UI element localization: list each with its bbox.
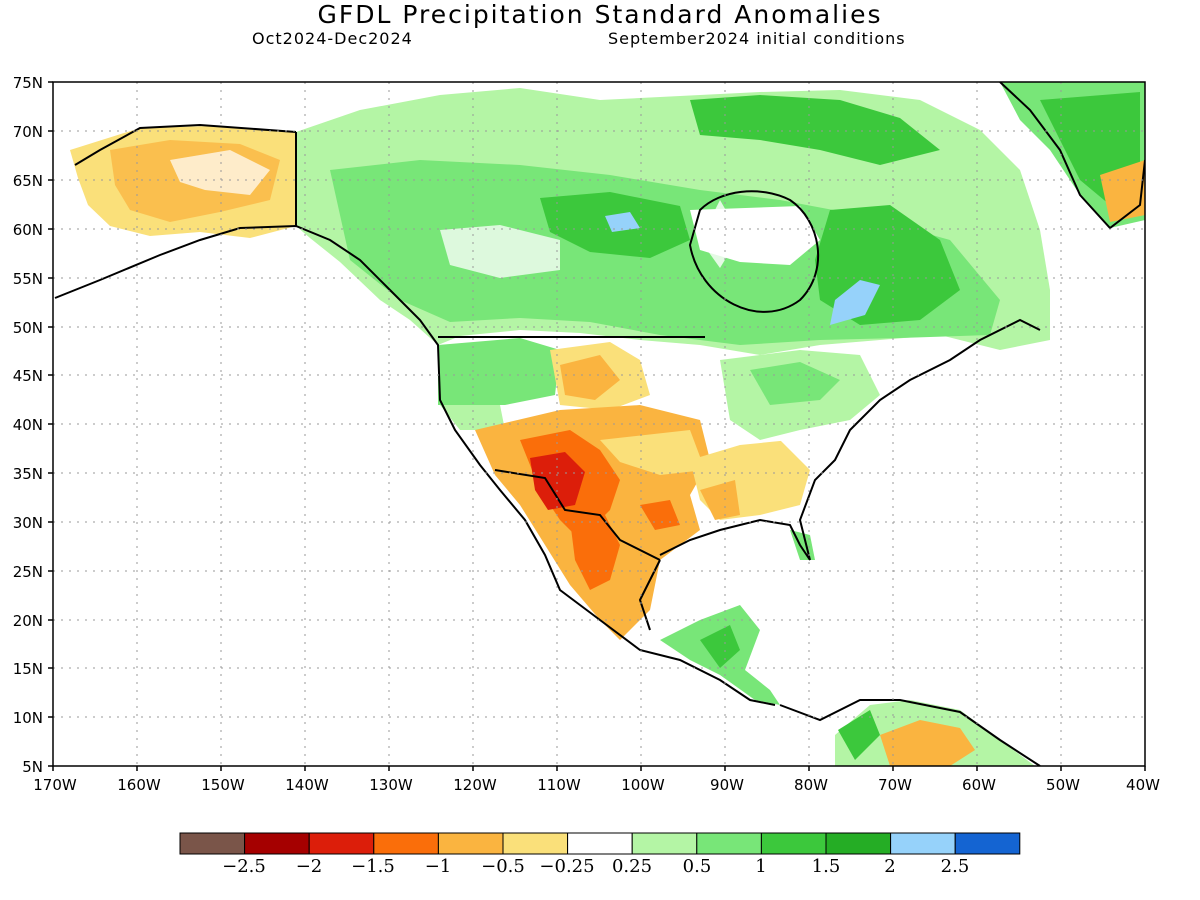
colorbar-label: 1.5 <box>812 856 841 877</box>
lat-tick-label: 25N <box>13 563 43 581</box>
lon-tick-label: 60W <box>962 776 996 794</box>
greenland-dry <box>1100 160 1145 222</box>
colorbar-label: 2 <box>884 856 895 877</box>
lat-tick-label: 5N <box>22 758 43 776</box>
lat-labels: 75N 70N 65N 60N 55N 50N 45N 40N 35N 30N … <box>13 74 43 776</box>
colorbar-label: −2.5 <box>222 856 266 877</box>
colorbar-swatch <box>631 832 698 855</box>
lat-tick-label: 55N <box>13 270 43 288</box>
venezuela-dry <box>880 720 975 766</box>
lon-tick-label: 170W <box>33 776 77 794</box>
colorbar-swatch <box>567 832 633 855</box>
lon-tick-label: 120W <box>453 776 497 794</box>
lat-tick-label: 50N <box>13 319 43 337</box>
colorbar-swatch <box>308 832 375 855</box>
lat-tick-label: 70N <box>13 123 43 141</box>
lat-tick-label: 10N <box>13 709 43 727</box>
lat-tick-label: 75N <box>13 74 43 92</box>
colorbar-swatch <box>373 832 439 855</box>
lat-tick-label: 60N <box>13 221 43 239</box>
lon-tick-label: 110W <box>537 776 581 794</box>
anomaly-field <box>70 82 1145 766</box>
lon-tick-label: 90W <box>710 776 744 794</box>
lat-tick-label: 45N <box>13 367 43 385</box>
colorbar-label: 1 <box>755 856 766 877</box>
colorbar-labels: −2.5 −2 −1.5 −1 −0.5 −0.25 0.25 0.5 1 1.… <box>222 856 969 877</box>
colorbar-swatch <box>825 832 892 855</box>
colorbar-label: −1 <box>425 856 452 877</box>
colorbar-swatch <box>954 832 1021 855</box>
lon-tick-label: 50W <box>1046 776 1080 794</box>
lon-tick-label: 130W <box>369 776 413 794</box>
lon-tick-label: 160W <box>117 776 161 794</box>
arizona-newmexico-core <box>530 452 585 510</box>
colorbar-swatch <box>179 832 246 855</box>
colorbar-label: 0.5 <box>683 856 712 877</box>
lon-tick-label: 70W <box>878 776 912 794</box>
colorbar-swatch <box>696 832 762 855</box>
lat-tick-label: 35N <box>13 465 43 483</box>
colorbar-label: −1.5 <box>351 856 395 877</box>
lon-tick-label: 150W <box>201 776 245 794</box>
coastlines <box>54 82 1145 766</box>
colorbar-swatch <box>244 832 310 855</box>
tick-marks <box>48 81 1146 771</box>
colorbar-label: −0.25 <box>539 856 594 877</box>
colorbar-swatch <box>502 832 569 855</box>
lat-tick-label: 65N <box>13 172 43 190</box>
gridlines <box>53 82 1145 766</box>
initial-conditions: September2024 initial conditions <box>608 29 906 48</box>
colorbar-swatch <box>760 832 827 855</box>
colorbar-label: 0.25 <box>612 856 652 877</box>
lat-tick-label: 15N <box>13 660 43 678</box>
colorbar <box>179 832 1021 855</box>
map-title: GFDL Precipitation Standard Anomalies <box>317 0 883 29</box>
lon-tick-label: 40W <box>1126 776 1160 794</box>
lon-tick-label: 80W <box>794 776 828 794</box>
lat-tick-label: 20N <box>13 612 43 630</box>
colorbar-label: 2.5 <box>941 856 970 877</box>
lon-tick-label: 100W <box>621 776 665 794</box>
forecast-period: Oct2024-Dec2024 <box>252 29 413 48</box>
colorbar-label: −0.5 <box>481 856 525 877</box>
lon-labels: 170W 160W 150W 140W 130W 120W 110W 100W … <box>33 776 1160 794</box>
colorbar-swatch <box>437 832 504 855</box>
lat-tick-label: 30N <box>13 514 43 532</box>
lon-tick-label: 140W <box>285 776 329 794</box>
colorbar-swatch <box>890 832 956 855</box>
colorbar-label: −2 <box>296 856 323 877</box>
lat-tick-label: 40N <box>13 416 43 434</box>
